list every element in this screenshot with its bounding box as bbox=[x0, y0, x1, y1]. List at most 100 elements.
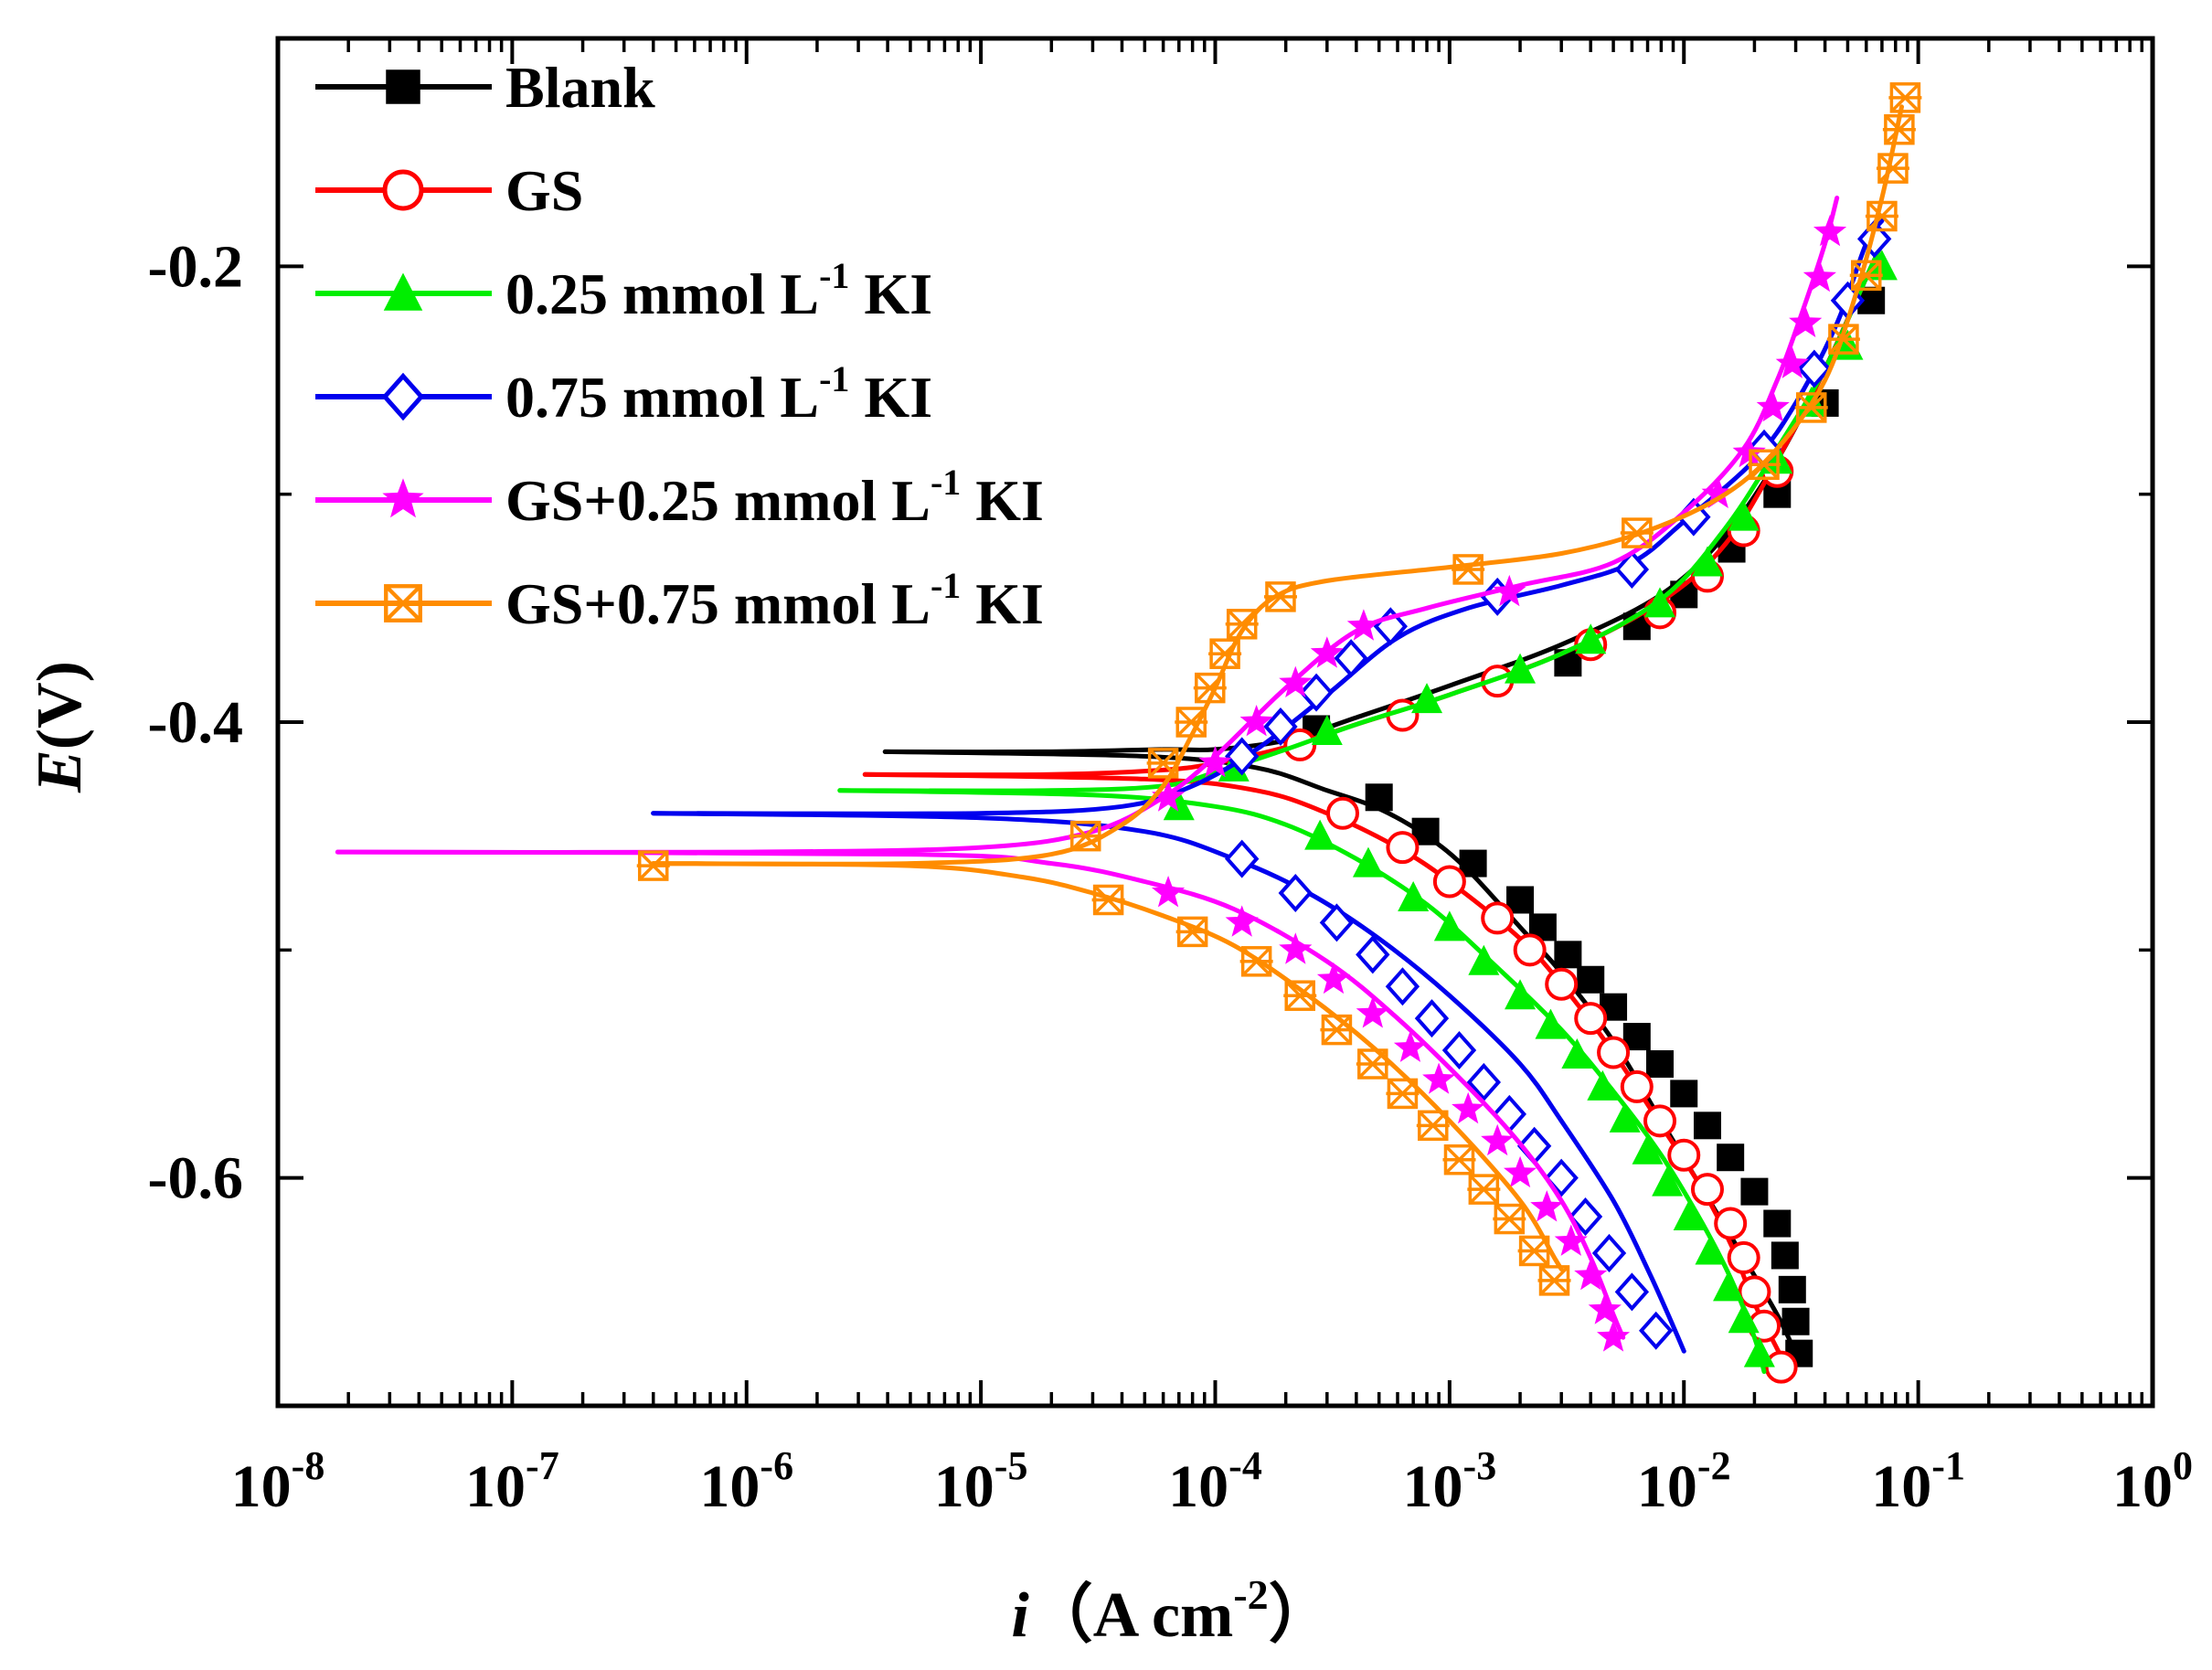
data-point-0-75-mmol-l-1-ki bbox=[1639, 1311, 1674, 1350]
data-point-gs-0-75-mmol-l-1-ki bbox=[1069, 820, 1102, 852]
legend: Blank GS 0.25 mmol L-1 KI 0.75 mmol L-1 KI G… bbox=[315, 55, 1044, 636]
data-point-gs-0-25-mmol-l-1-ki bbox=[1481, 1123, 1515, 1156]
data-point-0-75-mmol-l-1-ki bbox=[1319, 903, 1355, 942]
data-point-0-75-mmol-l-1-ki bbox=[1278, 873, 1313, 913]
data-point-blank bbox=[1771, 1241, 1799, 1270]
data-point-0-75-mmol-l-1-ki bbox=[1614, 549, 1650, 589]
data-point-0-75-mmol-l-1-ki bbox=[1225, 737, 1260, 776]
data-point-0-75-mmol-l-1-ki bbox=[1299, 673, 1334, 712]
data-point-0-25-mmol-l-1-ki bbox=[1311, 714, 1343, 745]
data-point-gs-0-75-mmol-l-1-ki bbox=[1882, 113, 1916, 145]
x-tick-label: 100 bbox=[2112, 1443, 2193, 1520]
data-point-gs-0-25-mmol-l-1-ki bbox=[1789, 305, 1823, 337]
data-point-0-25-mmol-l-1-ki bbox=[1163, 790, 1195, 821]
data-point-0-75-mmol-l-1-ki bbox=[1568, 1197, 1603, 1237]
legend-marker bbox=[381, 372, 425, 421]
legend-marker bbox=[382, 584, 424, 622]
legend-marker bbox=[386, 69, 420, 104]
data-point-0-25-mmol-l-1-ki bbox=[1561, 1038, 1593, 1069]
data-point-gs-0-25-mmol-l-1-ki bbox=[1493, 574, 1526, 607]
legend-marker bbox=[382, 169, 424, 211]
data-point-0-75-mmol-l-1-ki bbox=[1225, 839, 1260, 878]
data-point-gs bbox=[1545, 967, 1579, 1001]
series-line-gs-0-25-mmol-l-1-ki-cathodic bbox=[335, 849, 1626, 1340]
data-point-gs-0-75-mmol-l-1-ki bbox=[1320, 1014, 1354, 1046]
data-point-gs-0-75-mmol-l-1-ki bbox=[636, 850, 670, 881]
series-gs-0-25-mmol-l-1-ki bbox=[335, 196, 1847, 1352]
data-point-gs bbox=[1714, 1207, 1748, 1240]
legend-label: 0.75 mmol L-1 KI bbox=[505, 358, 932, 430]
data-point-gs-0-75-mmol-l-1-ki bbox=[1620, 517, 1654, 548]
x-axis-title-italic: i bbox=[1011, 1580, 1029, 1651]
data-point-gs-0-75-mmol-l-1-ki bbox=[1467, 1174, 1501, 1205]
x-tick-label: 10-4 bbox=[1168, 1443, 1262, 1520]
legend-entry-gs-0-75-mmol-l-1-ki: GS+0.75 mmol L-1 KI bbox=[315, 565, 1044, 636]
x-axis-title-unit: （A cm bbox=[1029, 1580, 1234, 1651]
data-point-blank bbox=[1763, 1209, 1792, 1238]
data-point-gs-0-75-mmol-l-1-ki bbox=[1416, 1110, 1450, 1142]
data-point-gs bbox=[1738, 1275, 1771, 1309]
data-point-gs-0-25-mmol-l-1-ki bbox=[1198, 745, 1232, 778]
data-point-blank bbox=[1577, 965, 1605, 994]
series-line-gs-0-75-mmol-l-1-ki-cathodic bbox=[651, 861, 1564, 1271]
x-tick-label: 10-6 bbox=[699, 1443, 793, 1520]
data-point-0-25-mmol-l-1-ki bbox=[1728, 1303, 1760, 1334]
series-gs-0-75-mmol-l-1-ki bbox=[636, 82, 1922, 1296]
data-point-0-75-mmol-l-1-ki bbox=[1441, 1031, 1477, 1070]
data-point-gs-0-75-mmol-l-1-ki bbox=[1794, 392, 1828, 423]
data-point-gs-0-25-mmol-l-1-ki bbox=[1504, 1155, 1537, 1188]
data-point-blank bbox=[1459, 849, 1487, 878]
x-tick-label: 10-2 bbox=[1637, 1443, 1731, 1520]
legend-marker bbox=[382, 478, 424, 518]
data-point-blank bbox=[1670, 1080, 1698, 1108]
data-point-gs-0-25-mmol-l-1-ki bbox=[1310, 636, 1344, 668]
data-point-0-25-mmol-l-1-ki bbox=[1713, 1271, 1745, 1302]
data-point-0-75-mmol-l-1-ki bbox=[1591, 1233, 1627, 1272]
data-point-blank bbox=[1740, 1177, 1769, 1206]
series-0-25-mmol-l-1-ki bbox=[837, 240, 1898, 1375]
data-point-0-75-mmol-l-1-ki bbox=[1263, 707, 1298, 746]
data-point-gs-0-75-mmol-l-1-ki bbox=[1442, 1143, 1476, 1175]
data-point-0-25-mmol-l-1-ki bbox=[1652, 1165, 1684, 1197]
data-point-0-25-mmol-l-1-ki bbox=[1304, 819, 1336, 850]
y-tick-label: -0.4 bbox=[148, 689, 243, 756]
x-tick-label: 10-8 bbox=[231, 1443, 325, 1520]
data-point-gs-0-25-mmol-l-1-ki bbox=[1530, 1190, 1564, 1222]
data-point-gs bbox=[1727, 1240, 1760, 1274]
data-point-gs-0-75-mmol-l-1-ki bbox=[1146, 748, 1180, 779]
data-point-0-25-mmol-l-1-ki bbox=[1866, 250, 1898, 281]
data-point-gs-0-25-mmol-l-1-ki bbox=[1356, 996, 1389, 1028]
data-point-gs-0-75-mmol-l-1-ki bbox=[1283, 980, 1317, 1011]
y-tick-label: -0.2 bbox=[148, 233, 243, 300]
series-line-0-75-mmol-l-1-ki-cathodic bbox=[651, 811, 1686, 1354]
legend-label: GS+0.25 mmol L-1 KI bbox=[505, 462, 1044, 533]
data-point-0-75-mmol-l-1-ki bbox=[1797, 349, 1832, 388]
data-point-gs bbox=[1325, 796, 1359, 830]
y-axis-title-italic: E bbox=[25, 750, 95, 793]
legend-label: GS+0.75 mmol L-1 KI bbox=[505, 565, 1044, 636]
data-point-blank bbox=[1781, 1307, 1810, 1335]
ticks-layer: 10-8 10-7 10-6 10-5 10-4 10-3 10-2 10-1 100 -0.2 -… bbox=[148, 37, 2193, 1520]
data-point-0-75-mmol-l-1-ki bbox=[1356, 935, 1390, 974]
data-point-gs-0-75-mmol-l-1-ki bbox=[1091, 884, 1125, 916]
legend-entry-0-75-mmol-l-1-ki: 0.75 mmol L-1 KI bbox=[315, 358, 932, 430]
data-point-0-75-mmol-l-1-ki bbox=[1466, 1062, 1502, 1101]
x-axis-title-sup: -2 bbox=[1233, 1571, 1268, 1618]
data-point-gs-0-25-mmol-l-1-ki bbox=[1279, 665, 1313, 697]
data-point-0-75-mmol-l-1-ki bbox=[1414, 999, 1450, 1038]
legend-entry-0-25-mmol-l-1-ki: 0.25 mmol L-1 KI bbox=[315, 255, 932, 326]
data-point-gs-0-25-mmol-l-1-ki bbox=[1574, 1258, 1608, 1291]
data-point-gs-0-25-mmol-l-1-ki bbox=[1346, 609, 1380, 641]
data-point-gs bbox=[1432, 865, 1466, 899]
data-point-gs-0-25-mmol-l-1-ki bbox=[1393, 1030, 1427, 1062]
data-point-blank bbox=[1778, 1275, 1806, 1303]
data-point-gs-0-25-mmol-l-1-ki bbox=[1597, 1320, 1631, 1352]
data-point-gs-0-25-mmol-l-1-ki bbox=[1775, 346, 1809, 378]
x-tick-label: 10-7 bbox=[465, 1443, 559, 1520]
series-layer bbox=[335, 82, 1922, 1384]
data-point-0-25-mmol-l-1-ki bbox=[1743, 1336, 1775, 1367]
data-point-0-75-mmol-l-1-ki bbox=[1385, 967, 1420, 1006]
data-point-0-25-mmol-l-1-ki bbox=[1411, 683, 1443, 714]
data-point-gs-0-75-mmol-l-1-ki bbox=[1537, 1265, 1571, 1296]
data-point-gs-0-25-mmol-l-1-ki bbox=[1554, 1224, 1588, 1256]
